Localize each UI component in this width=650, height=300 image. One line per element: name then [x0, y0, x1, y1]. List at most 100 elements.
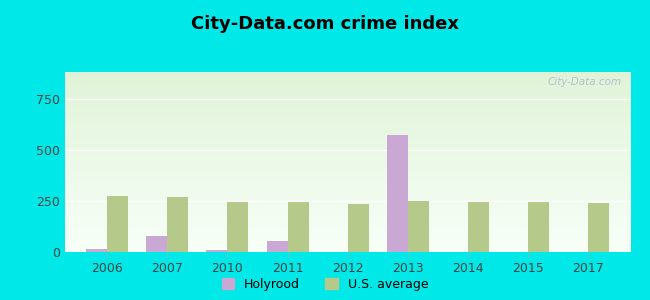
- Bar: [65, 197, 630, 198]
- Bar: [387, 135, 408, 252]
- Bar: [65, 82, 630, 83]
- Bar: [65, 177, 630, 178]
- Bar: [65, 122, 630, 123]
- Bar: [65, 134, 630, 135]
- Bar: [65, 161, 630, 162]
- Bar: [65, 207, 630, 208]
- Bar: [65, 120, 630, 121]
- Bar: [65, 165, 630, 166]
- Bar: [65, 78, 630, 79]
- Bar: [65, 137, 630, 138]
- Bar: [65, 204, 630, 205]
- Bar: [65, 179, 630, 180]
- Bar: [107, 196, 128, 252]
- Bar: [65, 98, 630, 99]
- Bar: [65, 217, 630, 218]
- Bar: [65, 172, 630, 173]
- Bar: [65, 182, 630, 183]
- Bar: [65, 224, 630, 225]
- Bar: [65, 153, 630, 154]
- Bar: [65, 202, 630, 203]
- Bar: [65, 213, 630, 214]
- Bar: [65, 216, 630, 217]
- Bar: [65, 141, 630, 142]
- Bar: [65, 215, 630, 216]
- Bar: [65, 147, 630, 148]
- Bar: [65, 159, 630, 160]
- Bar: [65, 116, 630, 117]
- Bar: [65, 110, 630, 111]
- Bar: [65, 114, 630, 115]
- Bar: [65, 92, 630, 93]
- Bar: [65, 174, 630, 175]
- Bar: [65, 121, 630, 122]
- Bar: [65, 73, 630, 74]
- Bar: [65, 127, 630, 128]
- Bar: [528, 202, 549, 252]
- Bar: [65, 170, 630, 171]
- Bar: [65, 107, 630, 108]
- Bar: [65, 83, 630, 84]
- Bar: [65, 75, 630, 76]
- Bar: [65, 196, 630, 197]
- Bar: [65, 221, 630, 222]
- Bar: [588, 203, 610, 252]
- Bar: [65, 97, 630, 98]
- Bar: [65, 244, 630, 245]
- Bar: [65, 136, 630, 137]
- Bar: [65, 163, 630, 164]
- Bar: [65, 193, 630, 194]
- Bar: [227, 202, 248, 252]
- Bar: [65, 132, 630, 133]
- Bar: [65, 102, 630, 103]
- Bar: [65, 220, 630, 221]
- Bar: [65, 150, 630, 151]
- Bar: [65, 241, 630, 242]
- Bar: [65, 219, 630, 220]
- Bar: [65, 231, 630, 232]
- Bar: [65, 139, 630, 140]
- Bar: [65, 238, 630, 239]
- Bar: [65, 138, 630, 139]
- Bar: [65, 223, 630, 224]
- Bar: [65, 142, 630, 143]
- Bar: [65, 96, 630, 97]
- Bar: [65, 238, 630, 239]
- Bar: [65, 190, 630, 191]
- Bar: [65, 206, 630, 207]
- Bar: [65, 90, 630, 91]
- Bar: [65, 124, 630, 125]
- Bar: [65, 87, 630, 88]
- Bar: [65, 145, 630, 146]
- Bar: [65, 126, 630, 127]
- Bar: [65, 178, 630, 179]
- Bar: [65, 79, 630, 80]
- Bar: [65, 135, 630, 136]
- Bar: [65, 91, 630, 92]
- Bar: [65, 105, 630, 106]
- Bar: [468, 202, 489, 252]
- Bar: [65, 155, 630, 156]
- Bar: [65, 249, 630, 250]
- Bar: [65, 117, 630, 118]
- Bar: [65, 191, 630, 192]
- Bar: [65, 212, 630, 213]
- Bar: [65, 176, 630, 177]
- Bar: [65, 234, 630, 235]
- Bar: [65, 131, 630, 132]
- Bar: [167, 197, 188, 252]
- Bar: [287, 202, 309, 252]
- Bar: [65, 94, 630, 95]
- Text: City-Data.com: City-Data.com: [548, 77, 622, 87]
- Bar: [65, 119, 630, 120]
- Bar: [65, 218, 630, 219]
- Bar: [65, 160, 630, 161]
- Bar: [65, 93, 630, 94]
- Bar: [65, 233, 630, 234]
- Bar: [65, 88, 630, 89]
- Bar: [65, 229, 630, 230]
- Bar: [65, 125, 630, 126]
- Bar: [65, 140, 630, 141]
- Bar: [65, 210, 630, 211]
- Bar: [65, 250, 630, 251]
